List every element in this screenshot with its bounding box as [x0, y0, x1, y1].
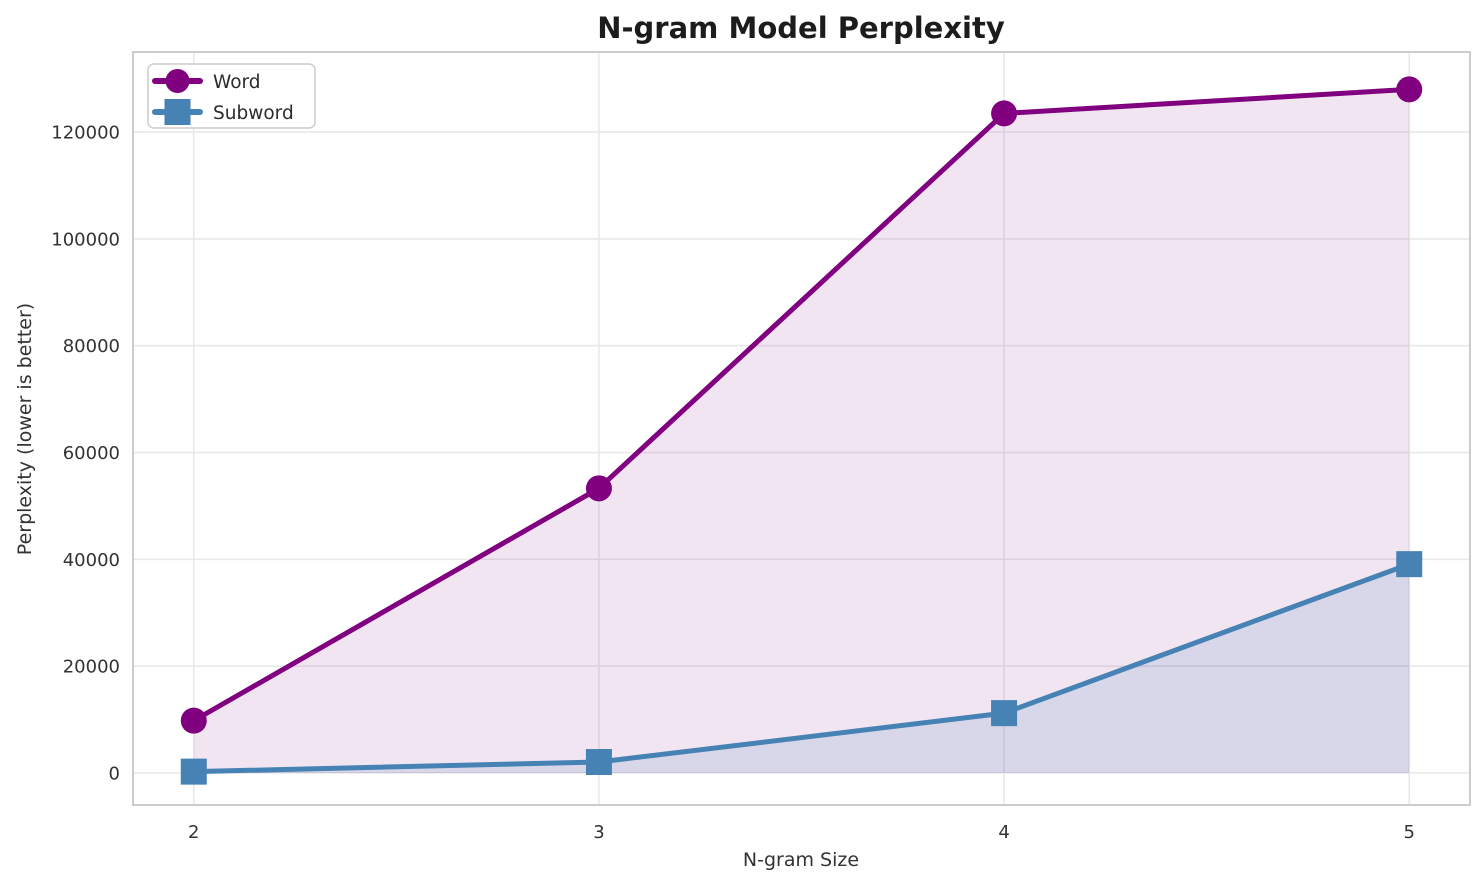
subword-area-fill [193, 564, 1410, 773]
series-marker-layer [180, 76, 1423, 785]
legend-item-subword: Subword [152, 99, 294, 125]
y-tick-labels: 0 20000 40000 60000 80000 100000 120000 [51, 123, 120, 785]
x-tick-labels: 2 3 4 5 [188, 822, 1415, 843]
word-marker-x5 [1396, 76, 1423, 103]
legend: Word Subword [147, 63, 316, 129]
subword-legend-label: Subword [213, 103, 294, 124]
subword-marker-x4 [991, 700, 1018, 727]
ytick-label-20000: 20000 [63, 657, 120, 678]
ytick-label-40000: 40000 [63, 550, 120, 571]
subword-marker-x2 [180, 758, 207, 785]
xtick-label-4: 4 [998, 822, 1009, 843]
legend-item-word: Word [152, 69, 261, 93]
plot-border [132, 51, 1471, 806]
xtick-label-3: 3 [593, 822, 604, 843]
word-area-fill [193, 89, 1410, 773]
subword-legend-square-marker [164, 99, 191, 125]
ytick-label-120000: 120000 [51, 123, 120, 144]
word-legend-circle-marker [165, 69, 190, 93]
x-axis-label: N-gram Size [743, 849, 859, 871]
xtick-label-2: 2 [188, 822, 199, 843]
ytick-label-60000: 60000 [63, 443, 120, 464]
word-marker-x3 [585, 475, 612, 502]
y-axis-label: Perplexity (lower is better) [14, 303, 36, 555]
subword-marker-x3 [585, 749, 612, 776]
word-line [191, 86, 1412, 724]
ytick-label-0: 0 [109, 763, 120, 784]
xtick-label-5: 5 [1404, 822, 1415, 843]
word-marker-x4 [991, 100, 1018, 127]
subword-line [191, 561, 1412, 775]
ytick-label-100000: 100000 [51, 229, 120, 250]
grid-layer [133, 52, 1470, 805]
word-marker-x2 [180, 707, 207, 734]
word-legend-label: Word [213, 72, 261, 93]
ytick-label-80000: 80000 [63, 336, 120, 357]
chart-title: N-gram Model Perplexity [597, 11, 1005, 45]
area-fill-layer [193, 89, 1410, 773]
subword-marker-x5 [1396, 551, 1423, 578]
series-line-layer [191, 86, 1412, 775]
